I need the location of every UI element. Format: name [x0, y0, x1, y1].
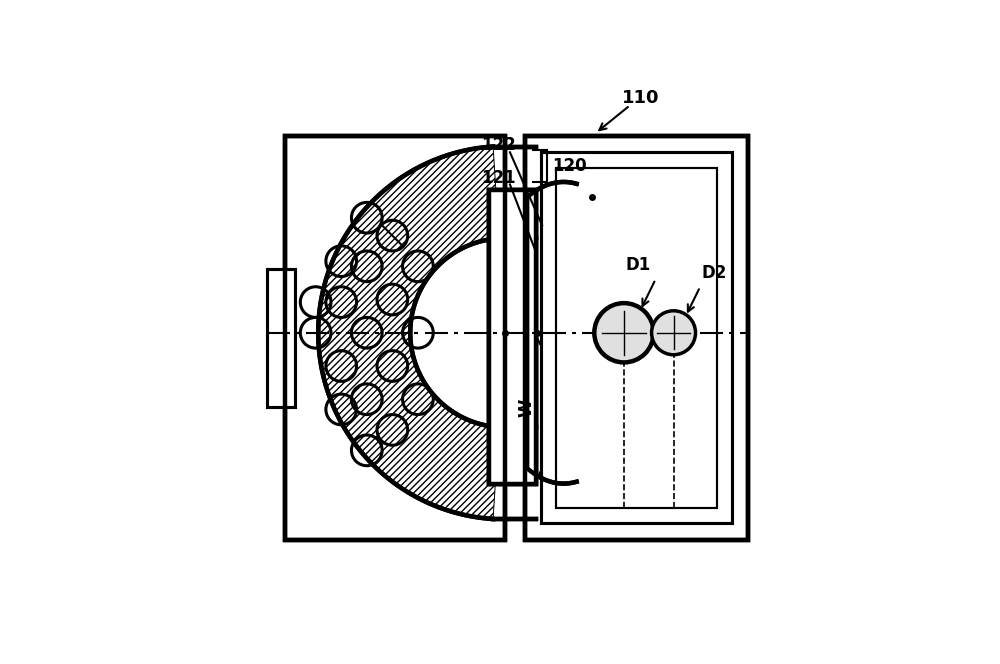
- Bar: [541, 152, 732, 523]
- Circle shape: [594, 303, 654, 363]
- Bar: [285, 136, 505, 540]
- Bar: [525, 136, 748, 540]
- Bar: [267, 269, 295, 407]
- Text: 122: 122: [481, 136, 516, 154]
- Polygon shape: [318, 147, 499, 519]
- Text: D2: D2: [702, 264, 727, 282]
- Circle shape: [652, 311, 696, 355]
- Bar: [285, 136, 505, 540]
- Text: D1: D1: [626, 256, 651, 274]
- Text: 120: 120: [552, 157, 587, 175]
- Text: W: W: [518, 399, 536, 418]
- Bar: [267, 269, 295, 407]
- Bar: [489, 190, 536, 483]
- Bar: [541, 152, 732, 523]
- Bar: [489, 190, 536, 483]
- Bar: [489, 190, 536, 483]
- Text: 121: 121: [481, 169, 515, 187]
- Bar: [556, 167, 717, 507]
- Bar: [525, 136, 748, 540]
- Text: 110: 110: [622, 88, 659, 107]
- Bar: [556, 167, 717, 507]
